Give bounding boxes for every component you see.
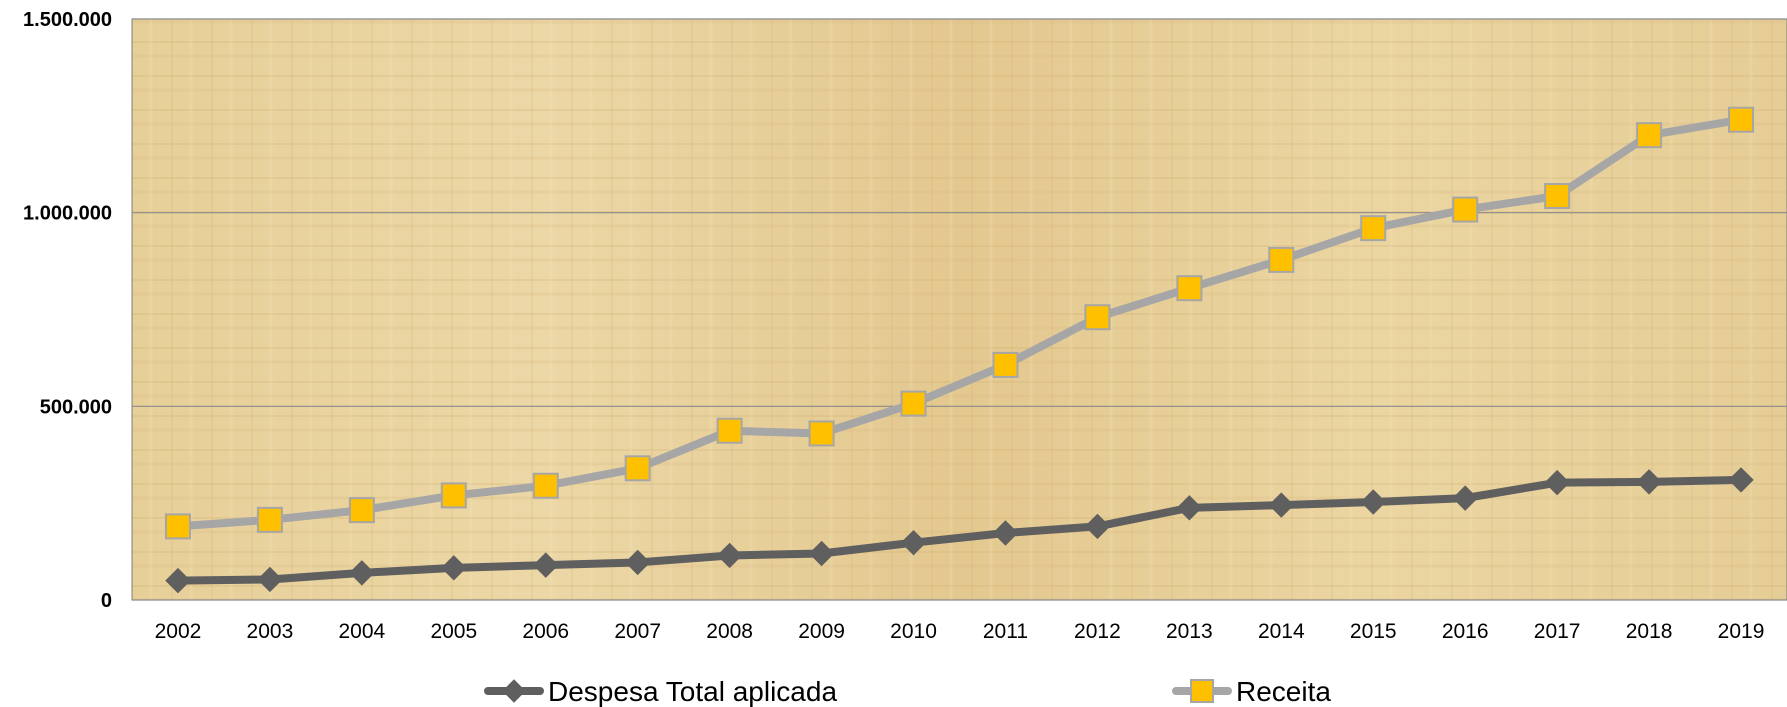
data-point — [900, 529, 927, 556]
legend-marker — [502, 679, 526, 703]
data-point — [1084, 513, 1111, 540]
data-point — [1360, 489, 1386, 515]
gridlines — [132, 18, 1787, 601]
legend-label: Despesa Total aplicada — [548, 676, 837, 707]
series-layer — [164, 106, 1755, 594]
data-point — [624, 549, 651, 576]
legend-label: Receita — [1236, 676, 1331, 707]
plot-texture — [132, 19, 1787, 600]
data-point — [1268, 246, 1295, 273]
data-point — [1544, 183, 1571, 210]
x-tick-label: 2013 — [1166, 620, 1213, 643]
data-point — [1728, 467, 1754, 493]
x-tick-label: 2017 — [1534, 620, 1581, 643]
x-tick-label: 2003 — [247, 620, 294, 643]
data-point — [1452, 485, 1478, 511]
x-tick-label: 2011 — [983, 620, 1028, 643]
x-tick-label: 2012 — [1074, 620, 1121, 643]
legend-marker — [1190, 679, 1214, 703]
x-tick-label: 2009 — [798, 620, 845, 643]
x-tick-label: 2008 — [706, 620, 753, 643]
x-tick-label: 2019 — [1718, 620, 1765, 643]
y-tick-label: 0 — [101, 590, 112, 612]
series-despesa — [165, 467, 1754, 594]
x-tick-label: 2018 — [1626, 620, 1673, 643]
x-tick-label: 2014 — [1258, 620, 1305, 643]
data-point — [533, 552, 559, 578]
data-point — [1176, 275, 1203, 302]
data-point — [440, 482, 467, 509]
data-point — [1268, 492, 1295, 518]
data-point — [624, 455, 651, 482]
data-point — [992, 351, 1019, 378]
data-point — [992, 520, 1019, 546]
data-point — [256, 506, 283, 533]
data-point — [808, 540, 835, 567]
data-point — [1636, 122, 1663, 149]
plot-area — [131, 18, 1787, 601]
x-tick-label: 2007 — [614, 620, 661, 643]
data-point — [441, 555, 467, 581]
data-point — [164, 513, 191, 540]
x-tick-label: 2004 — [339, 620, 386, 643]
series-line — [173, 115, 1746, 531]
data-point — [1360, 215, 1387, 242]
data-point — [257, 566, 283, 593]
y-tick-label: 1.000.000 — [23, 203, 112, 225]
data-point — [1544, 469, 1570, 496]
data-point — [1452, 196, 1479, 223]
axis-labels: 0 500.000 1.000.000 1.500.000 2002 2003 2004 20… — [23, 9, 1764, 643]
data-point — [1636, 469, 1662, 495]
x-tick-label: 2015 — [1350, 620, 1397, 643]
series-receita — [164, 106, 1755, 540]
data-point — [349, 560, 375, 586]
data-point — [716, 542, 743, 569]
x-tick-label: 2005 — [430, 620, 477, 643]
series-line — [173, 475, 1746, 585]
y-tick-label: 1.500.000 — [23, 9, 112, 31]
x-tick-label: 2016 — [1442, 620, 1489, 643]
data-point — [1728, 106, 1755, 133]
data-point — [900, 390, 927, 417]
data-point — [165, 567, 191, 594]
data-point — [1176, 495, 1203, 521]
data-point — [532, 472, 559, 499]
legend-item: Receita — [1172, 676, 1331, 707]
y-tick-label: 500.000 — [40, 396, 112, 418]
data-point — [716, 417, 743, 444]
x-tick-label: 2010 — [890, 620, 937, 643]
x-tick-label: 2002 — [155, 620, 202, 643]
x-tick-label: 2006 — [522, 620, 569, 643]
data-point — [1084, 304, 1111, 331]
legend: Despesa Total aplicada Receita — [484, 676, 1331, 707]
data-point — [348, 497, 375, 524]
data-point — [808, 420, 835, 447]
legend-item: Despesa Total aplicada — [484, 676, 837, 707]
